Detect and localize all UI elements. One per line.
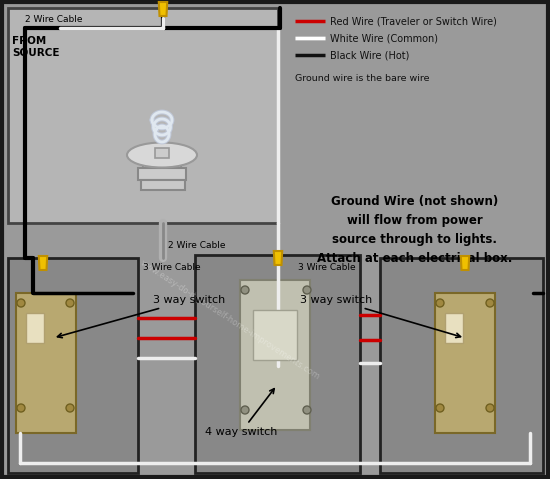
Circle shape [66,404,74,412]
Text: 3 Wire Cable: 3 Wire Cable [143,263,201,272]
Polygon shape [159,2,167,16]
Text: 2 Wire Cable: 2 Wire Cable [25,15,82,24]
Text: www.easy-do-it-yourself-home-improvements.com: www.easy-do-it-yourself-home-improvement… [139,259,321,382]
Circle shape [17,404,25,412]
Bar [195,255,360,473]
Text: Ground Wire (not shown)
will flow from power
source through to lights.
Attach at: Ground Wire (not shown) will flow from p… [317,195,513,265]
Bar [380,258,543,473]
Circle shape [17,299,25,307]
Circle shape [241,406,249,414]
Bar [8,258,138,473]
Bar [445,313,463,343]
Bar [155,148,169,158]
Bar [8,8,278,223]
Text: 4 way switch: 4 way switch [205,388,277,437]
Bar [141,180,185,190]
Polygon shape [39,256,47,270]
Circle shape [436,404,444,412]
Text: Red Wire (Traveler or Switch Wire): Red Wire (Traveler or Switch Wire) [330,16,497,26]
Circle shape [241,286,249,294]
Ellipse shape [127,142,197,168]
Circle shape [303,286,311,294]
Text: 3 Wire Cable: 3 Wire Cable [298,263,356,272]
Text: 3 way switch: 3 way switch [57,295,225,338]
Circle shape [303,406,311,414]
Bar [143,150,181,168]
Text: Black Wire (Hot): Black Wire (Hot) [330,50,409,60]
Bar [138,168,186,180]
Circle shape [66,299,74,307]
Circle shape [486,299,494,307]
Polygon shape [461,256,469,270]
Circle shape [436,299,444,307]
Text: 3 way switch: 3 way switch [300,295,460,338]
Bar [253,310,297,360]
Bar [240,280,310,430]
Text: Ground wire is the bare wire: Ground wire is the bare wire [295,74,430,83]
Bar [26,313,44,343]
Bar [16,293,76,433]
Text: White Wire (Common): White Wire (Common) [330,33,438,43]
Bar [435,293,495,433]
Text: 2 Wire Cable: 2 Wire Cable [168,241,226,250]
Text: FROM
SOURCE: FROM SOURCE [12,36,59,57]
Polygon shape [274,251,282,265]
Circle shape [486,404,494,412]
